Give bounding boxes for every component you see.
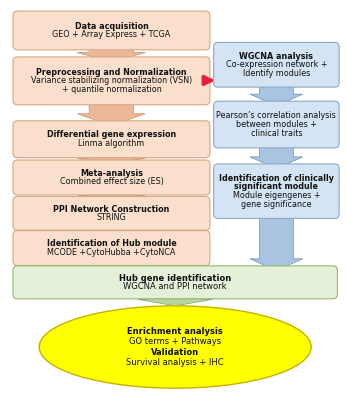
Text: STRING: STRING [96, 213, 126, 222]
Text: clinical traits: clinical traits [251, 129, 302, 138]
FancyBboxPatch shape [13, 160, 210, 195]
FancyBboxPatch shape [13, 266, 337, 299]
Text: GO terms + Pathways: GO terms + Pathways [129, 338, 221, 346]
Text: Module eigengenes +: Module eigengenes + [232, 191, 320, 200]
Text: Data acquisition: Data acquisition [75, 22, 149, 31]
FancyArrow shape [77, 261, 145, 270]
Text: MCODE +CytoHubba +CytoNCA: MCODE +CytoHubba +CytoNCA [47, 248, 176, 257]
Text: between modules +: between modules + [236, 120, 317, 129]
FancyArrow shape [77, 153, 145, 165]
Text: Preprocessing and Normalization: Preprocessing and Normalization [36, 68, 187, 77]
Text: Enrichment analysis: Enrichment analysis [127, 327, 223, 336]
FancyBboxPatch shape [13, 196, 210, 230]
Text: Survival analysis + IHC: Survival analysis + IHC [126, 358, 224, 367]
Text: WGCNA analysis: WGCNA analysis [239, 52, 313, 61]
Text: WGCNA and PPI network: WGCNA and PPI network [124, 282, 227, 291]
Text: Identification of Hub module: Identification of Hub module [46, 239, 176, 248]
Text: Linma algorithm: Linma algorithm [78, 139, 145, 148]
FancyBboxPatch shape [13, 11, 210, 50]
FancyBboxPatch shape [214, 42, 339, 87]
FancyArrow shape [250, 143, 303, 169]
Text: Validation: Validation [151, 348, 199, 356]
Text: Differential gene expression: Differential gene expression [47, 130, 176, 140]
Text: Identification of clinically: Identification of clinically [219, 174, 334, 183]
FancyArrow shape [77, 226, 145, 235]
Text: Meta-analysis: Meta-analysis [80, 169, 143, 178]
FancyBboxPatch shape [214, 101, 339, 148]
Text: Co-expression network +: Co-expression network + [226, 60, 327, 69]
Text: GEO + Array Express + TCGA: GEO + Array Express + TCGA [52, 30, 171, 39]
FancyBboxPatch shape [13, 121, 210, 158]
FancyBboxPatch shape [13, 57, 210, 105]
Text: + quantile normalization: + quantile normalization [61, 85, 161, 94]
Ellipse shape [39, 306, 311, 388]
FancyArrow shape [138, 294, 213, 306]
FancyArrow shape [77, 100, 145, 126]
FancyArrow shape [77, 45, 145, 62]
Text: Combined effect size (ES): Combined effect size (ES) [59, 177, 163, 186]
FancyBboxPatch shape [214, 164, 339, 218]
Text: Variance stabilizing normalization (VSN): Variance stabilizing normalization (VSN) [31, 76, 192, 85]
Text: Pearson’s correlation analysis: Pearson’s correlation analysis [217, 112, 336, 120]
FancyBboxPatch shape [13, 230, 210, 266]
Text: gene significance: gene significance [241, 200, 312, 209]
Text: PPI Network Construction: PPI Network Construction [53, 204, 170, 214]
Text: Hub gene identification: Hub gene identification [119, 274, 231, 282]
Text: Identify modules: Identify modules [243, 69, 310, 78]
FancyArrow shape [250, 82, 303, 106]
FancyArrow shape [250, 214, 303, 270]
Text: significant module: significant module [234, 182, 318, 191]
FancyArrow shape [77, 190, 145, 201]
